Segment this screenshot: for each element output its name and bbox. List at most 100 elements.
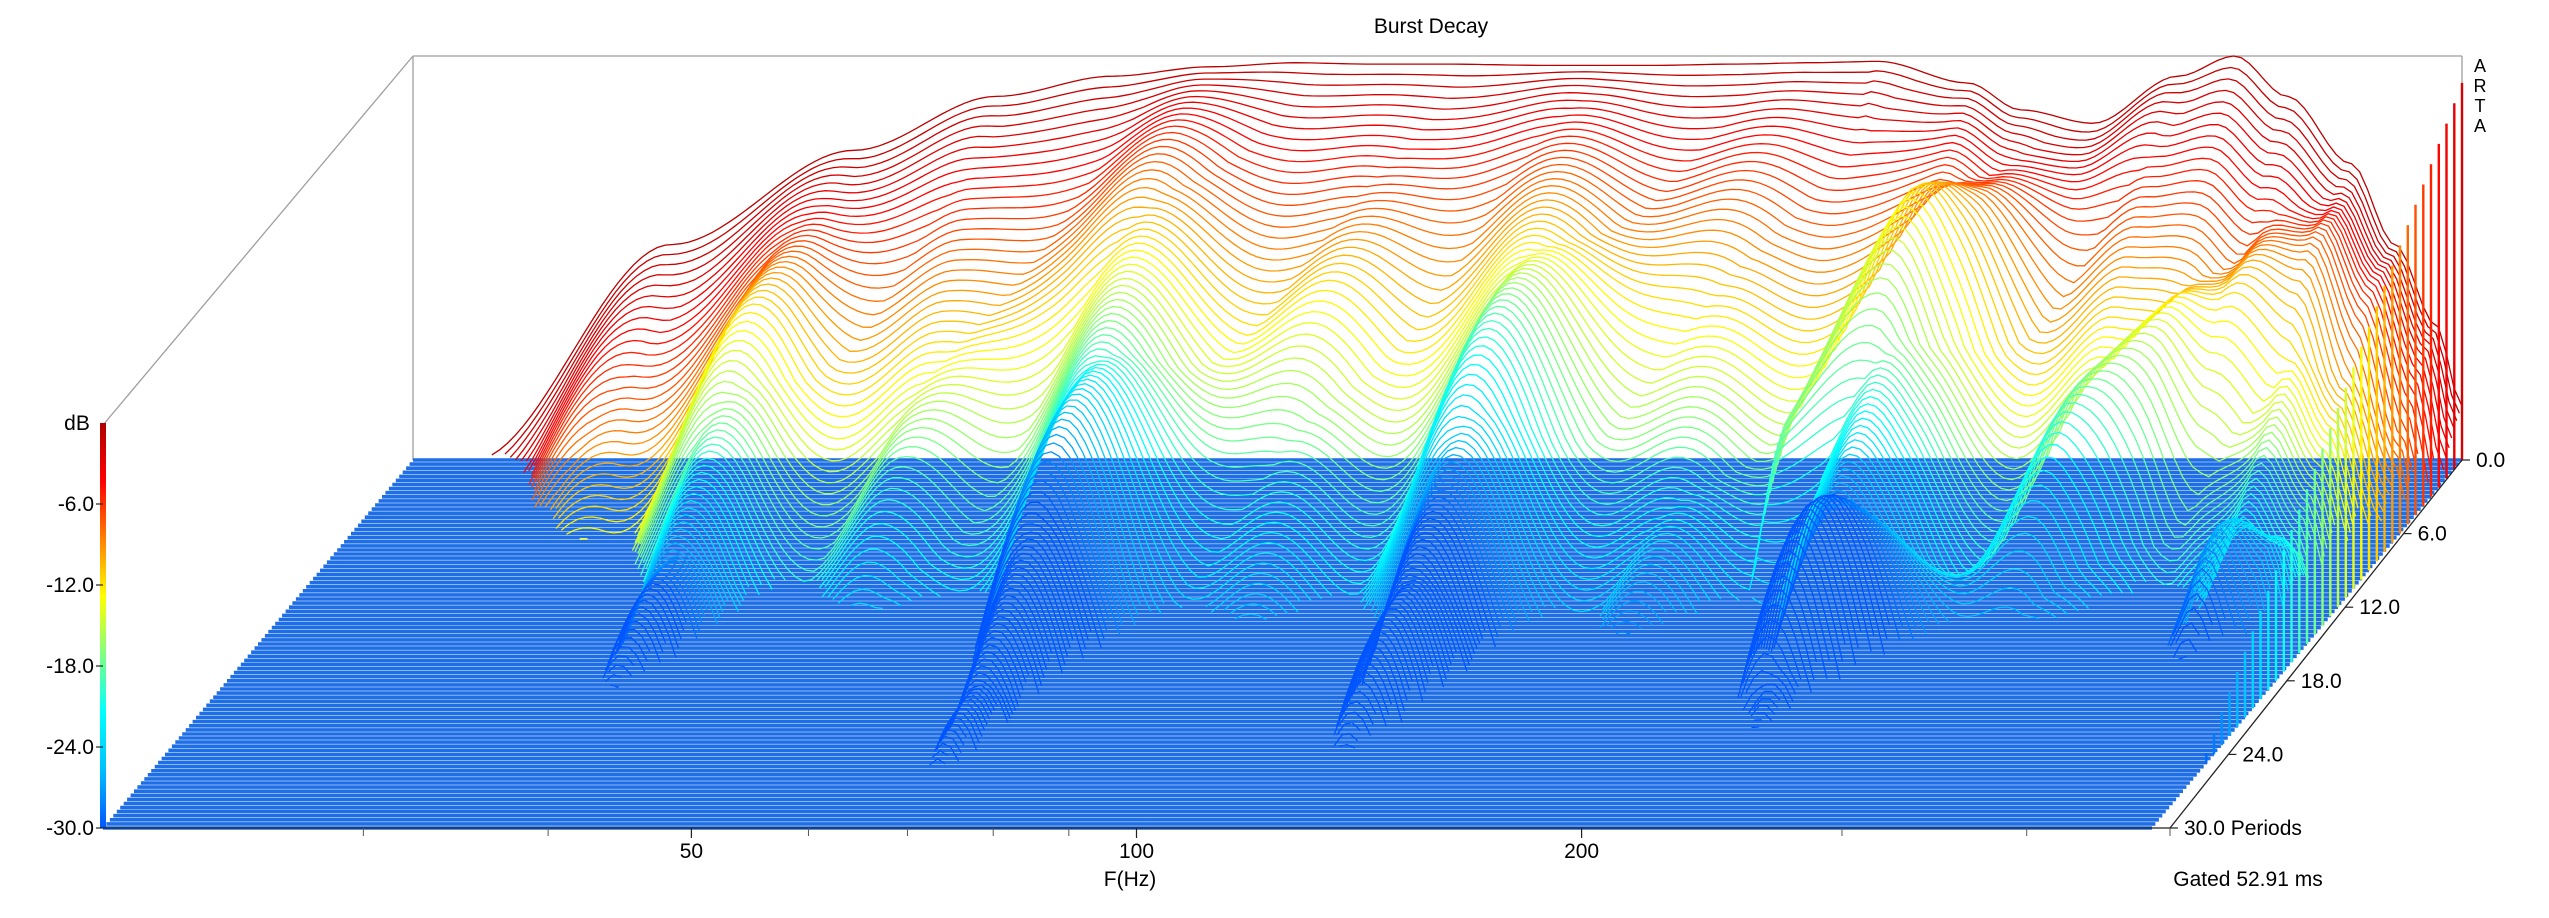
decay-slice <box>962 650 1019 707</box>
decay-slice <box>1234 613 1267 621</box>
decay-slice <box>2203 517 2284 607</box>
decay-slice <box>832 574 912 602</box>
decay-slice <box>1346 653 1403 723</box>
watermark-letter: A <box>2474 56 2486 76</box>
decay-slice <box>2167 579 2224 647</box>
decay-slice <box>960 679 1009 723</box>
decay-slice <box>627 570 700 633</box>
decay-surface <box>491 55 2463 766</box>
decay-slice <box>1742 683 1792 711</box>
decay-slice <box>1605 610 1654 627</box>
decay-slice <box>634 293 2323 565</box>
decay-slice <box>531 138 2416 488</box>
decay-slice <box>1365 404 1722 601</box>
decay-slice <box>549 181 2388 511</box>
decay-slice <box>617 587 682 651</box>
decay-slice <box>851 602 883 610</box>
decay-slice <box>2195 520 2268 600</box>
decay-slice <box>1376 446 1543 618</box>
decay-slice <box>1223 592 1288 614</box>
x-axis-label: F(Hz) <box>1104 868 1156 891</box>
decay-slice <box>2182 529 2263 625</box>
decay-slice <box>1778 494 1891 631</box>
decay-slice <box>1339 743 1356 749</box>
decay-slice <box>534 177 2395 508</box>
decay-slice <box>2175 622 2201 643</box>
decay-slice <box>560 191 2359 531</box>
periods-tick-label: 6.0 <box>2418 523 2447 546</box>
decay-slice <box>957 684 998 709</box>
decay-slice <box>1374 560 1471 666</box>
decay-slice <box>2187 515 2300 590</box>
decay-slice <box>1376 468 1520 624</box>
decay-slice <box>987 405 1162 616</box>
decay-slice <box>821 548 941 598</box>
decay-slice <box>990 418 1142 612</box>
decay-slice <box>620 599 677 658</box>
decay-slice <box>1353 613 1426 693</box>
decay-slice <box>558 183 2372 519</box>
decay-slice <box>637 225 2349 541</box>
decay-slice <box>1338 711 1372 737</box>
decay-slice <box>1335 722 1361 736</box>
decay-slice <box>2198 518 2271 598</box>
left-diagonal-edge <box>102 55 414 426</box>
decay-slice <box>635 542 724 613</box>
right-edge-slices <box>2205 82 2464 764</box>
decay-slice <box>637 305 2310 570</box>
decay-slice <box>1765 503 1862 650</box>
periods-axis-ticks: 0.0 6.0 12.0 18.0 24.0 30.0 Periods <box>2170 449 2505 840</box>
decay-slice <box>610 684 619 688</box>
decay-slice <box>967 636 1024 691</box>
decay-slice <box>1742 589 1815 680</box>
decay-slice <box>939 728 965 745</box>
decay-slice <box>637 535 726 607</box>
decay-slice <box>1753 697 1778 710</box>
decay-slice <box>977 523 1089 641</box>
decay-slice <box>1768 499 1872 652</box>
decay-slice <box>1783 460 2069 615</box>
decay-slice <box>1210 582 1299 613</box>
x-tick-label: 100 <box>1119 840 1154 863</box>
colorbar <box>100 423 106 828</box>
decay-slice <box>555 181 2385 513</box>
decay-slice <box>1361 598 1434 680</box>
decay-slice <box>934 742 960 762</box>
decay-slice <box>2200 517 2274 600</box>
decay-slice <box>936 735 962 753</box>
gated-label: Gated 52.91 ms <box>2173 868 2322 891</box>
decay-slice <box>1762 508 1859 649</box>
x-tick-label: 50 <box>680 840 703 863</box>
decay-slice <box>1356 608 1429 689</box>
decay-slice <box>617 605 667 644</box>
decay-slice <box>1343 662 1393 705</box>
decay-slice <box>2178 655 2187 660</box>
colorbar-ticks: -6.0 -12.0 -18.0 -24.0 -30.0 <box>46 493 103 840</box>
decay-slice <box>552 182 2383 522</box>
decay-slice <box>837 588 902 607</box>
decay-slice <box>1737 619 1802 699</box>
decay-slice <box>1602 590 1667 621</box>
decay-slice <box>1739 604 1812 693</box>
decay-slice <box>533 113 2435 467</box>
decay-slice <box>1742 635 1799 688</box>
decay-slice <box>979 512 1092 632</box>
decay-slice <box>615 612 664 653</box>
decay-slice <box>2170 607 2211 647</box>
decay-slice <box>1338 680 1387 727</box>
decay-slice <box>954 672 1012 719</box>
decay-slice <box>1364 594 1445 688</box>
decay-slice <box>1333 733 1359 747</box>
decay-slice <box>528 125 2429 485</box>
decay-slice <box>640 528 729 601</box>
decay-slice <box>989 399 1165 606</box>
decay-slice <box>1751 439 2092 606</box>
colorbar-tick-label: -12.0 <box>46 574 94 597</box>
decay-slice <box>1370 439 1546 612</box>
decay-slice <box>604 674 622 682</box>
decay-slice <box>2185 524 2266 624</box>
decay-slice <box>959 658 1017 711</box>
decay-slice <box>642 499 747 596</box>
decay-slice <box>1739 652 1797 698</box>
decay-slice <box>539 181 2393 507</box>
